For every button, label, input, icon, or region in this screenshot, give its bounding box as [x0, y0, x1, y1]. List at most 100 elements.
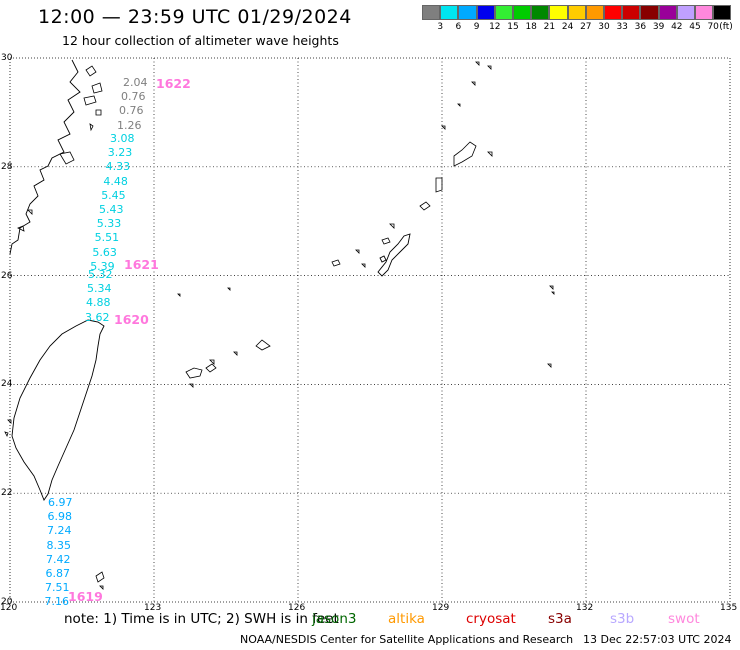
colorbar-tick-label: 33 [616, 22, 628, 32]
longitude-label: 132 [576, 603, 594, 613]
satellite-legend-item: altika [388, 611, 425, 627]
miyako-islands [233, 339, 271, 356]
green-lanyu-islands [95, 571, 105, 590]
wave-height-value: 3.08 [110, 132, 135, 145]
wave-height-value: 6.97 [48, 496, 73, 509]
wave-height-value: 4.48 [103, 174, 128, 188]
okinawa-island [377, 233, 411, 277]
units-note: note: 1) Time is in UTC; 2) SWH is in fe… [64, 611, 339, 627]
pass-number: 1620 [114, 312, 149, 327]
wave-height-value: 5.33 [96, 217, 122, 231]
wave-height-value: 4.88 [86, 296, 111, 310]
wave-height-value: 5.32 [88, 268, 113, 281]
colorbar-tick-label: 27 [580, 22, 592, 32]
wave-height-value: 5.39 [90, 259, 115, 273]
satellite-legend-item: s3a [548, 611, 572, 627]
wave-height-value: 6.98 [47, 510, 73, 524]
longitude-label: 120 [0, 603, 18, 613]
wave-height-value: 5.63 [92, 245, 117, 259]
yaeyama-islands [177, 287, 231, 388]
longitude-label: 126 [288, 603, 306, 613]
colorbar-swatch [567, 5, 586, 20]
longitude-label: 129 [432, 603, 450, 613]
wave-height-value: 5.51 [94, 231, 120, 245]
colorbar-swatch [695, 5, 714, 20]
longitude-label: 135 [720, 603, 738, 613]
latitude-label: 30 [1, 53, 13, 63]
wave-height-value: 7.51 [45, 581, 70, 595]
colorbar-tick-label: 9 [473, 22, 480, 32]
colorbar-tick-label: 70 [707, 22, 719, 32]
colorbar-swatch [531, 5, 550, 20]
colorbar-tick-label: 45 [689, 22, 701, 32]
colorbar-tick-label: 3 [437, 22, 444, 32]
wave-height-value: 3.23 [107, 146, 133, 160]
zhoushan-islands [17, 65, 103, 232]
generated-timestamp: 13 Dec 22:57:03 UTC 2024 [583, 633, 732, 646]
colorbar-swatch [585, 5, 604, 20]
wave-height-value: 6.87 [45, 567, 71, 580]
colorbar-tick-label: 18 [525, 22, 537, 32]
wave-height-value: 5.34 [87, 282, 112, 296]
colorbar-unit: (ft) [719, 22, 733, 32]
colorbar-tick-label: 36 [634, 22, 647, 32]
taiwan-island [11, 319, 105, 501]
pass-number: 1621 [124, 257, 159, 272]
satellite-legend-item: cryosat [466, 611, 516, 627]
satellite-legend-item: jason3 [312, 611, 357, 627]
map-subtitle: 12 hour collection of altimeter wave hei… [62, 33, 339, 48]
colorbar-swatch [494, 5, 513, 20]
colorbar-swatch [713, 5, 732, 20]
colorbar-swatch [549, 5, 568, 20]
colorbar-swatch [458, 5, 477, 20]
colorbar-tick-label: 21 [543, 22, 556, 32]
colorbar-tick-label: 30 [598, 22, 610, 32]
wave-height-value: 0.76 [121, 90, 146, 104]
wave-height-value: 7.42 [46, 552, 71, 566]
lat-lon-grid [10, 58, 730, 602]
pass-number: 1619 [68, 589, 103, 604]
china-coastline [9, 59, 81, 255]
wave-height-value: 1.26 [117, 118, 142, 132]
colorbar-swatch [640, 5, 659, 20]
map-frame [9, 57, 731, 603]
satellite-legend-item: s3b [610, 611, 635, 627]
colorbar-swatch [676, 5, 695, 20]
wave-height-value: 0.76 [119, 104, 144, 118]
penghu-islands [4, 419, 12, 438]
colorbar-swatch [513, 5, 532, 20]
latitude-label: 20 [1, 597, 13, 607]
wave-height-value: 5.45 [101, 188, 126, 202]
latitude-label: 26 [1, 270, 13, 281]
colorbar-swatch [440, 5, 459, 20]
wave-height-value: 2.04 [123, 76, 148, 89]
wave-height-value: 7.16 [44, 595, 70, 609]
colorbar-swatch [604, 5, 623, 20]
daito-islands [547, 285, 555, 368]
colorbar-swatch [476, 5, 495, 20]
wave-height-value: 3.62 [85, 310, 110, 324]
latitude-label: 22 [1, 488, 13, 499]
wave-height-value: 4.33 [105, 160, 131, 174]
colorbar-swatch [658, 5, 677, 20]
longitude-label: 123 [144, 603, 162, 613]
colorbar-swatch [622, 5, 641, 20]
wave-height-value: 5.43 [99, 203, 124, 216]
colorbar-tick-label: 42 [671, 22, 683, 32]
map-title: 12:00 — 23:59 UTC 01/29/2024 [38, 6, 352, 28]
amami-islands [419, 61, 493, 211]
satellite-legend-item: swot [668, 611, 700, 627]
kerama-islands [331, 223, 395, 268]
latitude-label: 28 [1, 161, 13, 172]
colorbar-tick-label: 12 [489, 22, 501, 32]
colorbar-tick-label: 39 [652, 22, 665, 32]
credit-line: NOAA/NESDIS Center for Satellite Applica… [240, 633, 574, 646]
wave-height-value: 8.35 [46, 538, 72, 552]
latitude-label: 24 [1, 379, 13, 390]
colorbar-tick-label: 24 [561, 22, 574, 32]
colorbar-tick-label: 15 [507, 22, 519, 32]
colorbar-swatch [422, 5, 441, 20]
wave-height-value: 7.24 [47, 524, 72, 538]
pass-number: 1622 [156, 76, 191, 91]
